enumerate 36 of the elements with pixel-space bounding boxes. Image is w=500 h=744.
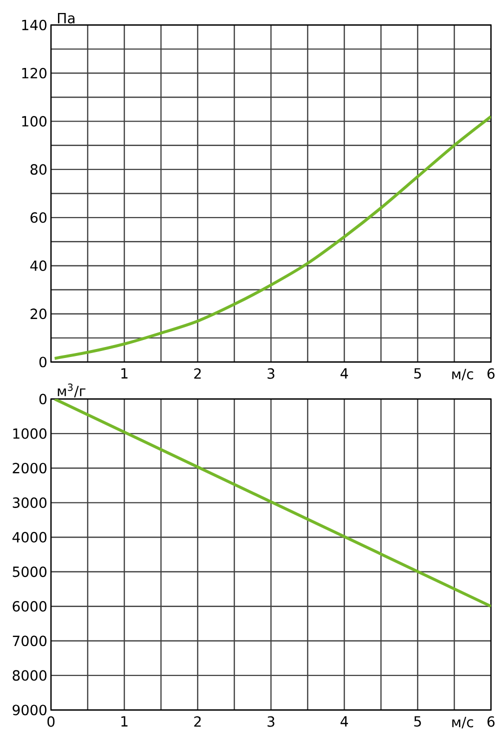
y-tick-label: 0 bbox=[39, 394, 46, 404]
y-tick-label: 80 bbox=[30, 164, 46, 175]
y-tick-label: 120 bbox=[22, 68, 46, 78]
y-tick-label: 140 bbox=[22, 20, 46, 30]
y-tick-label: 6000 bbox=[12, 601, 46, 612]
y-tick-label: 100 bbox=[22, 116, 46, 127]
x-tick-label: 2 bbox=[194, 368, 201, 379]
y-tick-label: 4000 bbox=[12, 532, 46, 543]
y-tick-label: 3000 bbox=[12, 497, 46, 508]
y-tick-label: 5000 bbox=[12, 566, 46, 578]
x-tick-label: 4 bbox=[340, 368, 348, 378]
y-tick-label: 8000 bbox=[12, 670, 46, 681]
x-tick-label: 1 bbox=[121, 716, 128, 726]
y-tick-label: 2000 bbox=[12, 462, 46, 474]
x-tick-label: 2 bbox=[194, 716, 201, 727]
line-series bbox=[53, 115, 491, 360]
y-tick-label: 0 bbox=[39, 356, 46, 368]
x-tick-label: 1 bbox=[121, 368, 128, 378]
y-tick-label: 9000 bbox=[12, 704, 46, 716]
x-tick-label: 6 bbox=[488, 368, 495, 379]
x-tick-label: 3 bbox=[268, 368, 274, 379]
x-axis-title: м/с bbox=[452, 368, 474, 380]
y-tick-label: 7000 bbox=[12, 636, 46, 646]
x-axis-title: м/с bbox=[452, 716, 474, 728]
x-tick-label: 5 bbox=[414, 716, 421, 727]
x-tick-label: 3 bbox=[268, 716, 274, 727]
x-tick-label: 5 bbox=[414, 368, 421, 379]
x-tick-label: 4 bbox=[340, 716, 348, 726]
y-tick-label: 60 bbox=[30, 212, 46, 223]
x-tick-label: 0 bbox=[47, 716, 55, 727]
y-tick-label: 20 bbox=[30, 308, 46, 320]
y-axis-title: м$^{3}$/г bbox=[58, 384, 86, 398]
y-axis-title: Па bbox=[58, 13, 74, 24]
y-tick-label: 1000 bbox=[13, 428, 46, 439]
y-tick-label: 40 bbox=[30, 260, 46, 271]
x-tick-label: 6 bbox=[488, 716, 495, 727]
